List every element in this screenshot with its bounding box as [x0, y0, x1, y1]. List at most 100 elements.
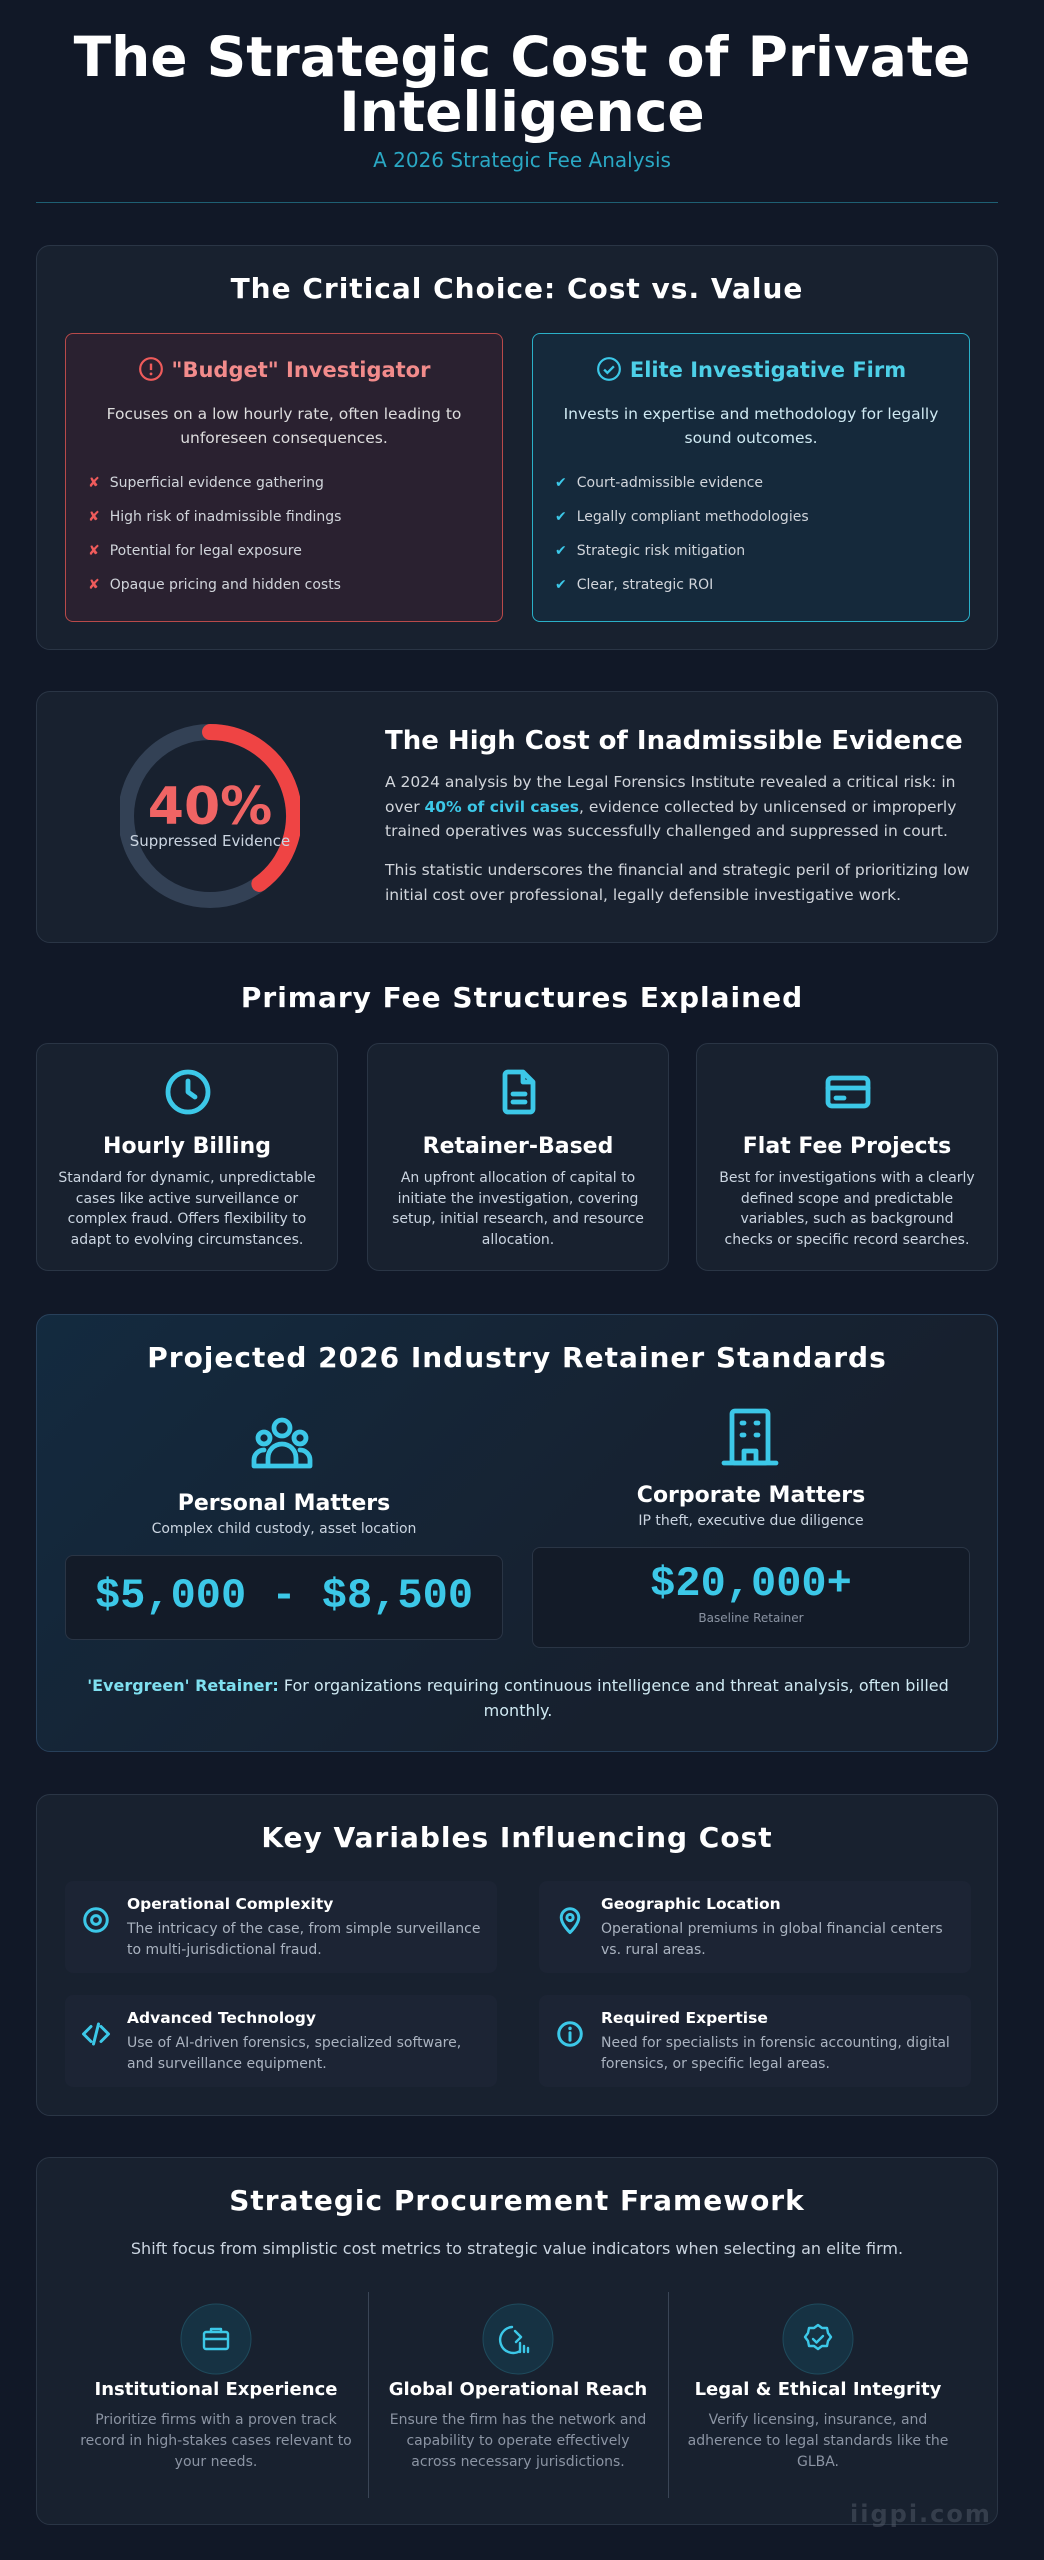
item-text: Strategic risk mitigation [576, 543, 746, 559]
evergreen-label: 'Evergreen' Retainer: [87, 1676, 279, 1695]
stat-label: Suppressed Evidence [129, 832, 291, 850]
stat-value: 40% [147, 777, 273, 837]
list-item: ✘ High risk of inadmissible findings [88, 509, 341, 525]
price: $20,000+ [650, 1560, 852, 1608]
item-text: Opaque pricing and hidden costs [109, 577, 341, 593]
variable-title: Geographic Location [601, 1895, 781, 1913]
variable-description: Need for specialists in forensic account… [601, 2035, 950, 2072]
complexity-icon [83, 1907, 109, 1933]
item-text: Court-admissible evidence [576, 475, 764, 491]
retainer-title: Personal Matters [177, 1491, 391, 1516]
elite-header: Elite Investigative Firm [533, 356, 969, 382]
section-title: Strategic Procurement Framework [229, 2184, 805, 2217]
choice-section: The Critical Choice: Cost vs. Value "Bud… [36, 245, 998, 650]
procurement-title: Global Operational Reach [388, 2379, 648, 2400]
evidence-paragraph: A 2024 analysis by the Legal Forensics I… [385, 770, 970, 844]
procurement-item: Legal & Ethical Integrity Verify licensin… [668, 2297, 968, 2473]
variable-item: Operational Complexity The intricacy of t… [65, 1881, 497, 1973]
fee-card: Retainer-Based An upfront allocation of … [367, 1043, 669, 1271]
elite-title: Elite Investigative Firm [629, 358, 907, 382]
x-icon: ✘ [88, 475, 100, 491]
location-icon [559, 1907, 581, 1934]
price: $5,000 - $8,500 [94, 1572, 474, 1620]
budget-title: "Budget" Investigator [171, 358, 431, 382]
variables-section: Key Variables Influencing Cost Operation… [36, 1794, 998, 2116]
evergreen-text: For organizations requiring continuous i… [278, 1676, 949, 1720]
budget-description: Focuses on a low hourly rate, often lead… [106, 405, 462, 447]
column-divider [368, 2292, 369, 2498]
list-item: ✘ Opaque pricing and hidden costs [88, 577, 341, 593]
fee-description: An upfront allocation of capital to init… [392, 1170, 644, 1248]
check-mark: ✔ [555, 475, 567, 491]
fee-description: Standard for dynamic, unpredictable case… [58, 1170, 316, 1248]
donut-arc [202, 724, 300, 892]
procurement-description: Ensure the firm has the network and capa… [389, 2412, 647, 2470]
list-item: ✘ Potential for legal exposure [88, 543, 341, 559]
briefcase-icon [180, 2303, 252, 2375]
check-mark: ✔ [555, 509, 567, 525]
list-item: ✔ Strategic risk mitigation [555, 543, 809, 559]
list-item: ✔ Clear, strategic ROI [555, 577, 809, 593]
warning-icon [138, 357, 163, 381]
section-title: Primary Fee Structures Explained [240, 981, 804, 1014]
elite-box: Elite Investigative Firm Invests in expe… [532, 333, 970, 622]
variable-description: Operational premiums in global financial… [601, 1921, 943, 1958]
fee-title: Flat Fee Projects [742, 1134, 952, 1159]
procurement-title: Institutional Experience [94, 2379, 338, 2400]
people-icon [251, 1417, 313, 1469]
highlight: 40% of civil cases [424, 797, 580, 816]
building-icon [721, 1408, 779, 1466]
elite-list: ✔ Court-admissible evidence ✔ Legally comp… [555, 475, 809, 611]
variable-title: Required Expertise [601, 2009, 768, 2027]
variable-item: Required Expertise Need for specialists i… [539, 1995, 971, 2087]
price-note: Baseline Retainer [698, 1611, 804, 1625]
variable-item: Advanced Technology Use of AI-driven fore… [65, 1995, 497, 2087]
price-box: $5,000 - $8,500 [65, 1555, 503, 1640]
item-text: Potential for legal exposure [109, 543, 302, 559]
text: , evidence collected by unlicensed or im… [385, 797, 957, 841]
variable-title: Operational Complexity [127, 1895, 334, 1913]
x-icon: ✘ [88, 509, 100, 525]
watermark: iigpi.com [850, 2500, 992, 2528]
retainer-section: Projected 2026 Industry Retainer Standar… [36, 1314, 998, 1752]
item-text: Clear, strategic ROI [576, 577, 714, 593]
elite-description: Invests in expertise and methodology for… [563, 405, 939, 447]
price-box: $20,000+ Baseline Retainer [532, 1547, 970, 1648]
x-icon: ✘ [88, 577, 100, 593]
evidence-title: The High Cost of Inadmissible Evidence [385, 726, 963, 756]
code-icon [82, 2022, 110, 2046]
page-subtitle: A 2026 Strategic Fee Analysis [373, 148, 671, 172]
evidence-section: 40% Suppressed Evidence The High Cost of… [36, 691, 998, 943]
variable-item: Geographic Location Operational premiums … [539, 1881, 971, 1973]
budget-box: "Budget" Investigator Focuses on a low h… [65, 333, 503, 622]
section-title: Key Variables Influencing Cost [261, 1821, 773, 1854]
divider [36, 202, 998, 203]
retainer-title: Corporate Matters [636, 1483, 866, 1508]
section-title: The Critical Choice: Cost vs. Value [230, 272, 804, 305]
section-title: Projected 2026 Industry Retainer Standar… [147, 1341, 887, 1374]
evergreen-note: 'Evergreen' Retainer: For organizations … [87, 1673, 949, 1723]
budget-header: "Budget" Investigator [66, 356, 502, 382]
list-item: ✘ Superficial evidence gathering [88, 475, 341, 491]
check-mark: ✔ [555, 543, 567, 559]
fee-card: Flat Fee Projects Best for investigation… [696, 1043, 998, 1271]
check-icon [596, 357, 621, 381]
card-icon [825, 1075, 871, 1109]
page-title: The Strategic Cost of Private Intelligen… [73, 25, 971, 144]
retainer-subtitle: Complex child custody, asset location [151, 1521, 417, 1537]
info-icon [557, 2021, 583, 2047]
globe-icon [482, 2303, 554, 2375]
fee-title: Hourly Billing [103, 1134, 271, 1159]
list-item: ✔ Legally compliant methodologies [555, 509, 809, 525]
procurement-item: Global Operational Reach Ensure the firm … [368, 2297, 668, 2473]
document-icon [502, 1069, 536, 1115]
badge-icon [782, 2303, 854, 2375]
procurement-description: Verify licensing, insurance, and adheren… [687, 2412, 949, 2470]
variable-description: The intricacy of the case, from simple s… [127, 1921, 481, 1958]
retainer-subtitle: IP theft, executive due diligence [638, 1513, 864, 1529]
procurement-description: Prioritize firms with a proven track rec… [80, 2412, 352, 2470]
text: A 2024 analysis by the Legal Forensics I… [385, 773, 956, 816]
fee-description: Best for investigations with a clearly d… [719, 1170, 975, 1248]
